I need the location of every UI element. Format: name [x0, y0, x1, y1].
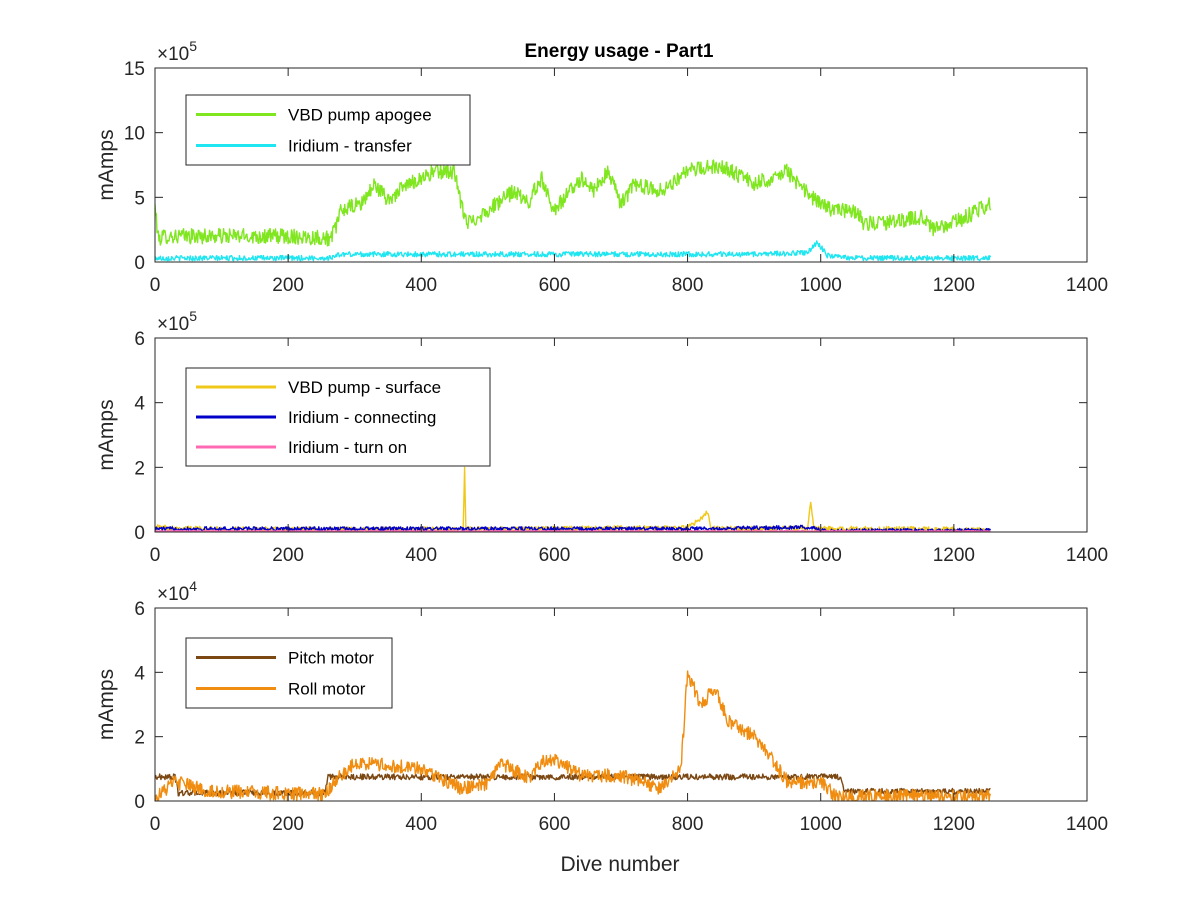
series-group: [155, 670, 992, 801]
x-tick-label: 1000: [800, 545, 842, 566]
x-tick-label: 400: [405, 814, 437, 835]
series-line-2-3: [155, 529, 991, 532]
x-tick-label: 400: [405, 275, 437, 296]
x-tick-label: 200: [272, 545, 304, 566]
subplot-2: 0 200 400 600 800 1000 1200 1400 0 2 4 6 ×105 mAmps VB…: [95, 308, 1108, 566]
y-axis-label: mAmps: [95, 399, 118, 470]
y-tick-label: 15: [124, 59, 145, 80]
legend-box: [185, 94, 471, 166]
y-tick-label: 5: [134, 188, 145, 209]
legend-box: [185, 637, 393, 709]
legend: VBD pump - surface Iridium - connecting Ir…: [185, 367, 491, 467]
x-tick-label: 1400: [1066, 814, 1108, 835]
subplot-3: 0 200 400 600 800 1000 1200 14000246×104mAmpsPi…: [95, 578, 1108, 835]
y-tick-label: 10: [124, 124, 145, 145]
y-tick-label: 2: [134, 458, 145, 479]
y-multiplier-exponent: 5: [189, 308, 197, 324]
subplot-panels: 0 200 400 600 800 1000 1200 1400051015×105mAmps…: [95, 38, 1108, 835]
x-tick-label: 800: [672, 275, 704, 296]
y-multiplier-exponent: 4: [189, 578, 197, 594]
legend: VBD pump apogee Iridium - transfer: [185, 94, 471, 166]
series-line-1-2: [155, 240, 992, 262]
legend-entry-label: Roll motor: [288, 680, 366, 699]
x-tick-label: 400: [405, 545, 437, 566]
y-tick-label: 6: [134, 599, 145, 620]
legend-entry-label: Iridium - connecting: [288, 408, 436, 427]
legend-entry-label: Iridium - turn on: [288, 438, 407, 457]
x-tick-label: 1200: [933, 814, 975, 835]
series-line-3-2: [155, 670, 992, 801]
x-tick-label: 800: [672, 814, 704, 835]
subplot-1: 0 200 400 600 800 1000 1200 1400051015×105mAmps…: [95, 38, 1108, 296]
y-tick-label: 4: [134, 394, 145, 415]
y-multiplier-label: ×105: [157, 38, 197, 65]
x-tick-label: 1400: [1066, 275, 1108, 296]
y-multiplier-base: ×10: [157, 314, 189, 335]
y-multiplier-exponent: 5: [189, 38, 197, 54]
x-tick-label: 1000: [800, 275, 842, 296]
y-axis-label: mAmps: [95, 669, 118, 740]
plot-frame: [154, 337, 1088, 533]
x-tick-label: 600: [539, 545, 571, 566]
series-line-1-1: [155, 159, 992, 247]
series-group: [155, 159, 992, 262]
x-tick-label: 600: [539, 814, 571, 835]
figure-title: Energy usage - Part1: [524, 41, 713, 62]
x-tick-label: 0: [150, 814, 161, 835]
y-tick-label: 2: [134, 728, 145, 749]
plot-frame: [154, 67, 1088, 263]
x-tick-label: 0: [150, 275, 161, 296]
legend-entry-label: Iridium - transfer: [288, 137, 412, 156]
x-tick-label: 1200: [933, 275, 975, 296]
y-multiplier-label: ×105: [157, 308, 197, 335]
x-tick-label: 0: [150, 545, 161, 566]
plot-frame: [154, 607, 1088, 802]
x-tick-label: 200: [272, 814, 304, 835]
y-tick-label: 0: [134, 523, 145, 544]
legend-entry-label: VBD pump apogee: [288, 106, 432, 125]
y-multiplier-label: ×104: [157, 578, 197, 605]
series-group: [155, 466, 992, 532]
y-multiplier-base: ×10: [157, 584, 189, 605]
y-tick-label: 0: [134, 253, 145, 274]
x-axis-label: Dive number: [560, 853, 679, 876]
y-axis-label: mAmps: [95, 129, 118, 200]
x-tick-label: 1400: [1066, 545, 1108, 566]
x-tick-label: 1200: [933, 545, 975, 566]
y-tick-label: 6: [134, 329, 145, 350]
y-tick-label: 0: [134, 792, 145, 813]
legend: Pitch motor Roll motor: [185, 637, 393, 709]
x-tick-label: 1000: [800, 814, 842, 835]
y-tick-label: 4: [134, 663, 145, 684]
x-tick-label: 600: [539, 275, 571, 296]
x-tick-label: 200: [272, 275, 304, 296]
y-multiplier-base: ×10: [157, 44, 189, 65]
legend-entry-label: VBD pump - surface: [288, 378, 441, 397]
x-tick-label: 800: [672, 545, 704, 566]
legend-entry-label: Pitch motor: [288, 649, 374, 668]
